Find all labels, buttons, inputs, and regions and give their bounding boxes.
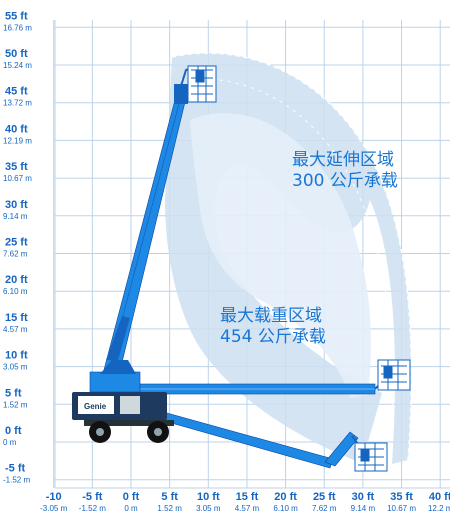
y-tick-m: 7.62 m (3, 250, 28, 259)
x-tick-ft: 40 ft (429, 491, 450, 503)
x-tick-ft: 35 ft (390, 491, 413, 503)
x-tick-ft: 0 ft (123, 491, 140, 503)
x-tick-ft: 30 ft (352, 491, 375, 503)
y-tick-m: 6.10 m (3, 287, 28, 296)
working-envelope (165, 52, 413, 464)
y-tick-ft: 15 ft (5, 312, 28, 324)
x-tick-m: 0 m (124, 504, 138, 513)
x-tick-m: 4.57 m (235, 504, 260, 513)
x-tick-ft: 10 ft (197, 491, 220, 503)
y-tick-m: 13.72 m (3, 99, 32, 108)
y-tick-m: 12.19 m (3, 136, 32, 145)
y-tick-m: 1.52 m (3, 400, 28, 409)
x-tick-m: -1.52 m (79, 504, 106, 513)
y-tick-ft: 20 ft (5, 274, 28, 286)
y-tick-ft: 10 ft (5, 350, 28, 362)
y-tick-ft: 55 ft (5, 10, 28, 22)
x-tick-m: 1.52 m (157, 504, 182, 513)
x-tick-ft: 20 ft (274, 491, 297, 503)
y-tick-m: 3.05 m (3, 363, 28, 372)
y-tick-ft: 40 ft (5, 123, 28, 135)
extended-zone-title: 最大延伸区域 (292, 150, 394, 170)
brand-logo: Genie (84, 402, 107, 411)
y-tick-ft: 35 ft (5, 161, 28, 173)
y-tick-m: 4.57 m (3, 325, 28, 334)
y-tick-m: 0 m (3, 438, 17, 447)
envelope-outline (171, 52, 413, 461)
x-tick-ft: 5 ft (161, 491, 178, 503)
platform-right (377, 359, 411, 391)
x-tick-ft: 25 ft (313, 491, 336, 503)
x-axis-labels: -10-3.05 m -5 ft-1.52 m 0 ft0 m 5 ft1.52 m 1… (40, 491, 450, 513)
y-tick-ft: 30 ft (5, 199, 28, 211)
x-tick-m: 12.2 m (428, 504, 450, 513)
y-tick-m: 9.14 m (3, 212, 28, 221)
machine-chassis: Genie (72, 360, 174, 426)
y-tick-ft: 0 ft (5, 425, 22, 437)
max-load-zone-title: 最大载重区域 (220, 306, 322, 326)
platform-bottom (354, 442, 388, 472)
extended-zone-capacity: 300 公斤承载 (292, 171, 398, 191)
inner-envelope (190, 113, 371, 398)
max-load-zone-capacity: 454 公斤承载 (220, 327, 326, 347)
x-tick-m: 9.14 m (351, 504, 376, 513)
y-tick-m: 16.76 m (3, 23, 32, 32)
platform-top (187, 65, 217, 103)
y-tick-ft: 50 ft (5, 48, 28, 60)
x-tick-m: 7.62 m (312, 504, 337, 513)
y-tick-ft: 5 ft (5, 387, 22, 399)
wheels (89, 421, 169, 443)
x-tick-ft: -10 (46, 491, 62, 503)
y-tick-ft: 45 ft (5, 86, 28, 98)
x-tick-m: 6.10 m (273, 504, 298, 513)
x-tick-ft: 15 ft (236, 491, 259, 503)
y-tick-m: 15.24 m (3, 61, 32, 70)
x-tick-m: -3.05 m (40, 504, 67, 513)
y-tick-ft: 25 ft (5, 237, 28, 249)
y-tick-m: -1.52 m (3, 476, 30, 485)
y-tick-ft: -5 ft (5, 463, 26, 475)
x-tick-ft: -5 ft (82, 491, 103, 503)
y-tick-m: 10.67 m (3, 174, 32, 183)
x-tick-m: 3.05 m (196, 504, 221, 513)
x-tick-m: 10.67 m (387, 504, 416, 513)
